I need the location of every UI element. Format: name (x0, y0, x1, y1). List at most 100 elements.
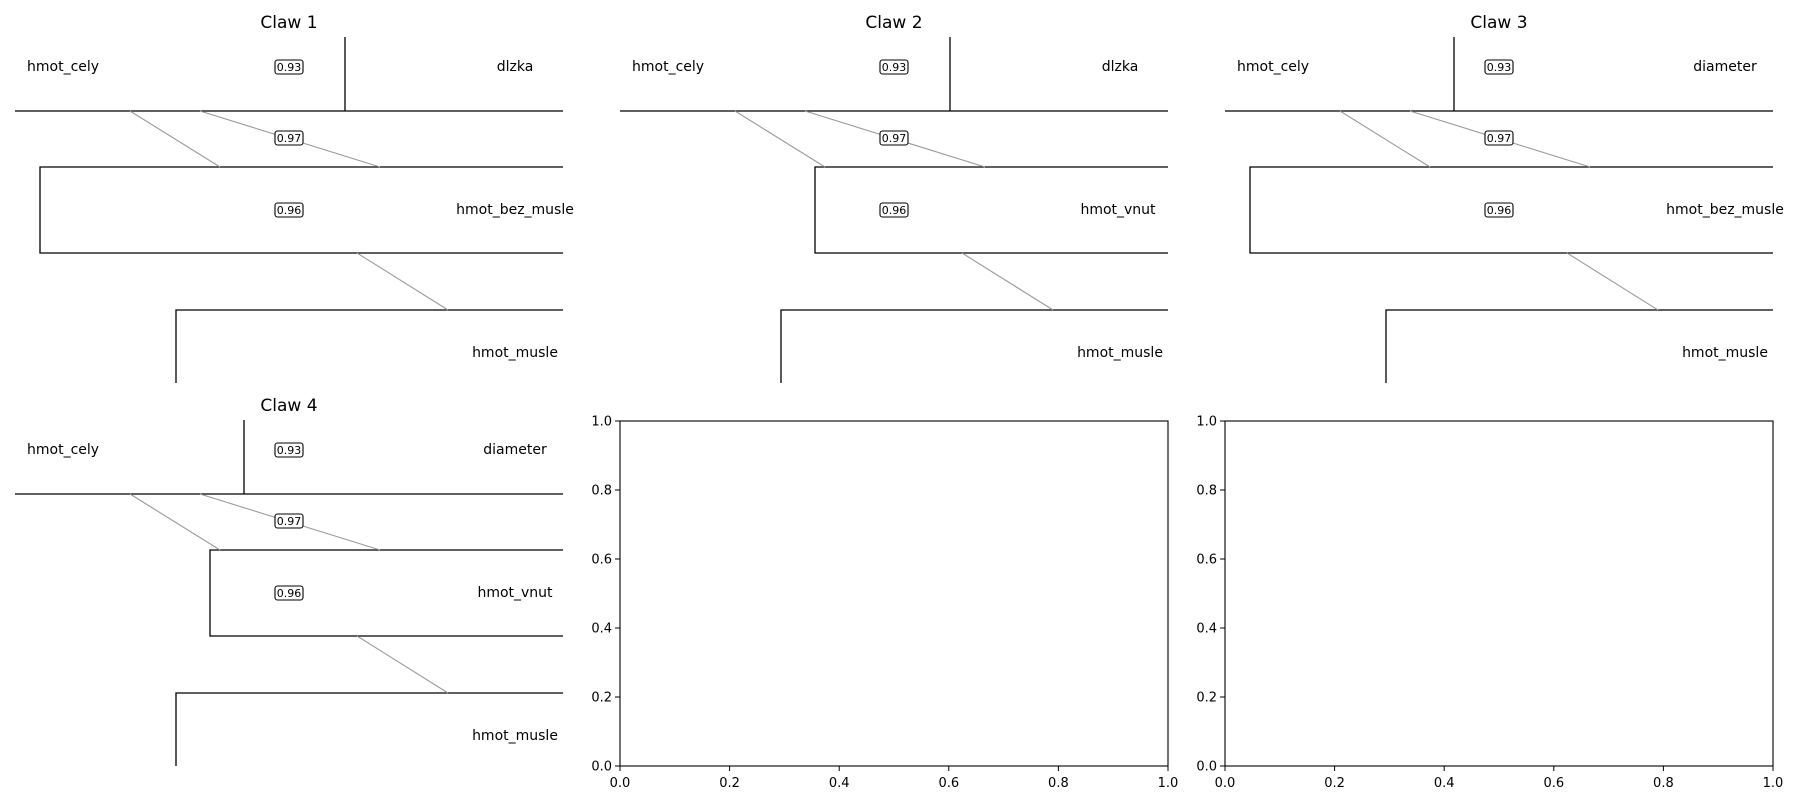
edge-weight-label: 0.96 (277, 587, 302, 600)
middle-node-box (209, 549, 563, 637)
edge-weight-badge: 0.93 (274, 59, 304, 75)
claw-panel-3: Claw 3 hmot_cely diameter hmot_bez_muslehmo… (1225, 13, 1784, 383)
badge-box (274, 59, 304, 75)
y-tick-label: 0.4 (1196, 622, 1217, 637)
edge-weight-label: 0.97 (1487, 132, 1512, 145)
edge-weight-label: 0.96 (1487, 204, 1512, 217)
edge-weight-label: 0.97 (882, 132, 907, 145)
right-node-label: dlzka (497, 59, 534, 75)
x-tick-label: 0.2 (719, 776, 740, 791)
right-node-label: dlzka (1102, 59, 1139, 75)
edge-weight-label: 0.97 (277, 132, 302, 145)
y-tick-label: 0.6 (591, 553, 612, 568)
badge-box (274, 202, 304, 218)
edge-weight-label: 0.96 (882, 204, 907, 217)
connector-line (1566, 252, 1659, 311)
edge-weight-label: 0.93 (277, 444, 302, 457)
edge-weight-badge: 0.97 (1484, 130, 1514, 146)
claw-panel-1: Claw 1 hmot_cely dlzka hmot_bez_musle hmot_m… (15, 13, 574, 383)
bottom-node-bracket (175, 309, 563, 383)
middle-node-label: hmot_vnut (477, 585, 553, 601)
bottom-node-bracket (175, 692, 563, 766)
bottom-node-label: hmot_musle (472, 345, 558, 361)
x-tick-label: 0.8 (1653, 776, 1674, 791)
empty-axes-1: 0.0 0.2 0.4 0.6 0.8 1.0 0.0 0.2 0.4 0.6 0.8 1.0 (591, 415, 1178, 792)
left-node-label: hmot_cely (27, 59, 99, 75)
middle-node-box (39, 166, 563, 254)
panel-title: Claw 1 (260, 13, 317, 33)
edge-weight-badge: 0.96 (879, 202, 909, 218)
edge-weight-badge: 0.97 (879, 130, 909, 146)
middle-node-box (1249, 166, 1773, 254)
y-tick-label: 0.4 (591, 622, 612, 637)
left-node-label: hmot_cely (632, 59, 704, 75)
badge-box (1484, 59, 1514, 75)
axes-frame (1224, 420, 1774, 767)
edge-weight-label: 0.97 (277, 515, 302, 528)
edge-weight-badge: 0.97 (274, 513, 304, 529)
bottom-node-bracket (1385, 309, 1773, 383)
empty-axes-2: 0.0 0.2 0.4 0.6 0.8 1.0 0.0 0.2 0.4 0.6 0.8 1.0 (1196, 415, 1783, 792)
bottom-node-bracket (780, 309, 1168, 383)
badge-box (879, 202, 909, 218)
x-tick-label: 0.8 (1048, 776, 1069, 791)
y-tick-label: 0.8 (591, 484, 612, 499)
left-node-label: hmot_cely (27, 442, 99, 458)
edge-weight-badge: 0.97 (274, 130, 304, 146)
edge-weight-badge: 0.93 (879, 59, 909, 75)
x-tick-label: 0.2 (1324, 776, 1345, 791)
bottom-node-label: hmot_musle (1077, 345, 1163, 361)
panel-title: Claw 4 (260, 396, 317, 416)
y-tick-label: 0.2 (591, 691, 612, 706)
x-tick-label: 0.0 (1215, 776, 1236, 791)
y-tick-label: 0.0 (591, 760, 612, 775)
y-tick-label: 1.0 (1196, 415, 1217, 430)
edge-weight-label: 0.96 (277, 204, 302, 217)
badge-box (1484, 202, 1514, 218)
panel-title: Claw 3 (1470, 13, 1527, 33)
claw-panel-4: Claw 4 hmot_cely diameter hmot_vnut hmot_mus… (15, 396, 563, 766)
edge-weight-label: 0.93 (882, 61, 907, 74)
badge-box (879, 130, 909, 146)
badge-box (274, 130, 304, 146)
edge-weight-badge: 0.96 (1484, 202, 1514, 218)
x-tick-label: 0.6 (938, 776, 959, 791)
x-tick-label: 1.0 (1763, 776, 1784, 791)
middle-node-label: hmot_vnut (1080, 202, 1156, 218)
x-tick-label: 1.0 (1158, 776, 1179, 791)
badge-box (274, 513, 304, 529)
edge-weight-badge: 0.93 (274, 442, 304, 458)
edge-weight-badge: 0.96 (274, 585, 304, 601)
badge-box (879, 59, 909, 75)
bottom-node-label: hmot_musle (472, 728, 558, 744)
left-node-label: hmot_cely (1237, 59, 1309, 75)
right-node-label: diameter (483, 442, 547, 458)
middle-node-box (814, 166, 1168, 254)
connector-line (129, 110, 221, 168)
y-tick-label: 0.8 (1196, 484, 1217, 499)
badge-box (274, 585, 304, 601)
connector-line (1339, 110, 1431, 168)
edge-weight-badge: 0.93 (1484, 59, 1514, 75)
y-tick-label: 0.6 (1196, 553, 1217, 568)
claw-panel-2: Claw 2 hmot_cely dlzka hmot_vnut hmot_musle 0… (620, 13, 1168, 383)
badge-box (274, 442, 304, 458)
x-tick-label: 0.4 (1434, 776, 1455, 791)
connector-line (961, 252, 1054, 311)
middle-node-label: hmot_bez_musle (1666, 202, 1784, 218)
connector-line (356, 635, 449, 694)
edge-weight-badge: 0.96 (274, 202, 304, 218)
badge-box (1484, 130, 1514, 146)
x-tick-label: 0.6 (1543, 776, 1564, 791)
x-tick-label: 0.4 (829, 776, 850, 791)
y-tick-label: 1.0 (591, 415, 612, 430)
x-tick-label: 0.0 (610, 776, 631, 791)
connector-line (734, 110, 826, 168)
right-node-label: diameter (1693, 59, 1757, 75)
connector-line (129, 493, 221, 551)
middle-node-label: hmot_bez_musle (456, 202, 574, 218)
edge-weight-label: 0.93 (277, 61, 302, 74)
axes-frame (619, 420, 1169, 767)
bottom-node-label: hmot_musle (1682, 345, 1768, 361)
